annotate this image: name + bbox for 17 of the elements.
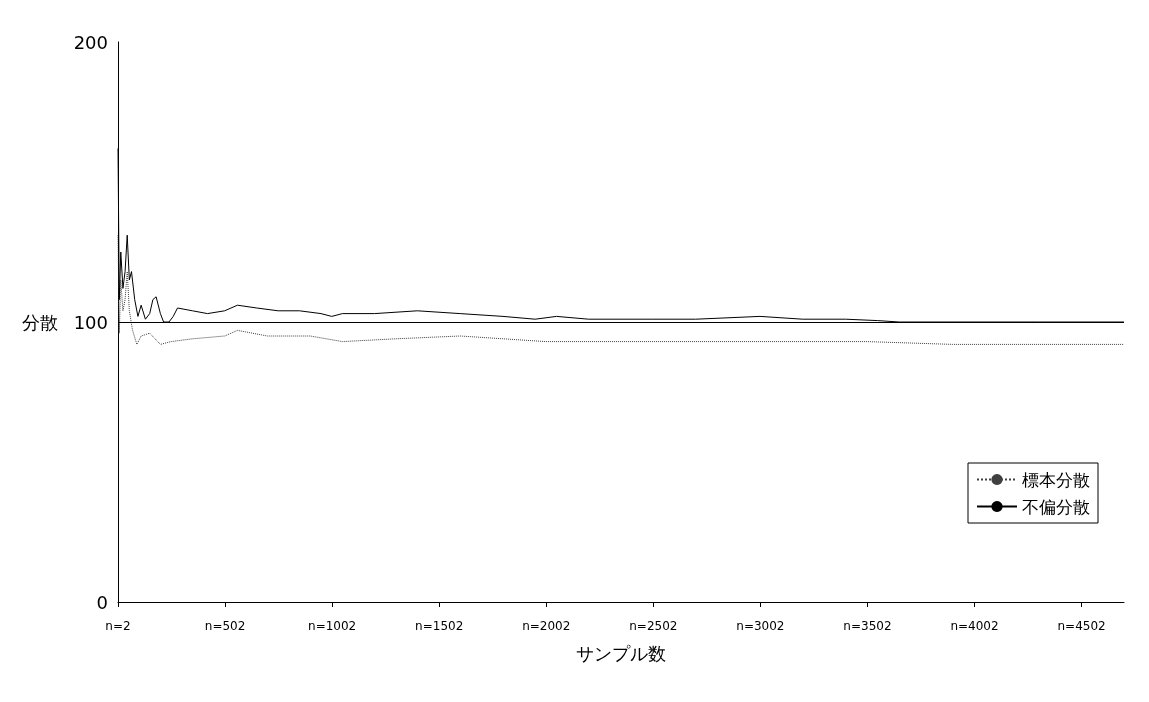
x-tick-label: n=2502 xyxy=(629,619,678,633)
legend-label: 不偏分散 xyxy=(1022,496,1090,517)
x-tick-label: n=1502 xyxy=(415,619,464,633)
y-tick-label: 0 xyxy=(96,591,108,613)
x-axis-title: サンプル数 xyxy=(576,642,666,664)
y-tick-label: 200 xyxy=(73,31,108,53)
x-tick-label: n=4502 xyxy=(1057,619,1106,633)
x-tick-label: n=1002 xyxy=(308,619,357,633)
x-tick-label: n=4002 xyxy=(950,619,999,633)
x-tick-label: n=2 xyxy=(105,619,131,633)
x-tick-label: n=2002 xyxy=(522,619,571,633)
y-axis-title: 分散 xyxy=(22,311,58,333)
legend-label: 標本分散 xyxy=(1022,469,1090,490)
x-tick-label: n=3502 xyxy=(843,619,892,633)
y-tick-label: 100 xyxy=(73,311,108,333)
x-tick-label: n=502 xyxy=(204,619,246,633)
x-tick-label: n=3002 xyxy=(736,619,785,633)
